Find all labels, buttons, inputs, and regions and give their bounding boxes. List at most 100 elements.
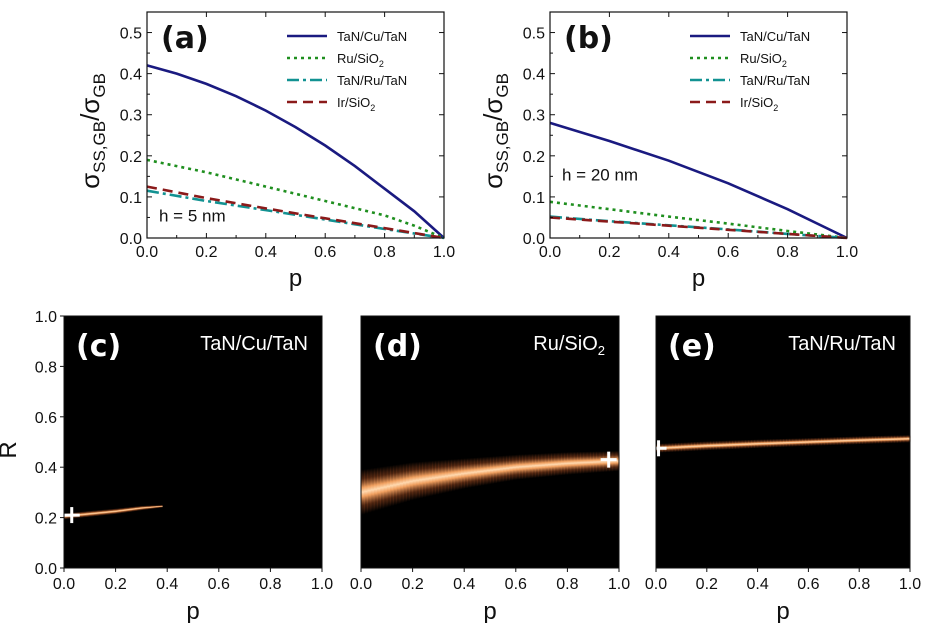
heatmap-cell [792, 438, 797, 447]
x-axis-label: p [776, 598, 789, 623]
heatmap-cell [852, 436, 857, 445]
heatmap-cell [783, 438, 787, 447]
heatmap-cell [560, 452, 565, 476]
heatmap-cell [776, 438, 781, 448]
y-axis-label-part: σ [478, 98, 508, 114]
heatmap-cell [88, 510, 91, 517]
heatmap-cell [157, 505, 159, 509]
heatmap-cell [900, 435, 905, 443]
x-tick-label: 0.2 [598, 244, 620, 261]
heatmap-cell [386, 465, 391, 508]
heatmap-cell [412, 462, 417, 500]
y-tick-label: 0.0 [120, 231, 142, 248]
heatmap-cell [570, 451, 575, 475]
y-axis-label-part: / [75, 113, 105, 121]
y-tick-label: 0.2 [120, 149, 142, 166]
heatmap-cell [95, 510, 98, 517]
heatmap-cell [535, 453, 539, 478]
thickness-annotation: h = 20 nm [562, 165, 638, 184]
legend-label-main: Ru/SiO [337, 51, 379, 66]
thickness-annotation: h = 5 nm [159, 207, 226, 226]
heatmap-cell [402, 463, 407, 503]
heatmap-cell [153, 505, 156, 509]
heatmap-cell [856, 436, 860, 445]
y-tick-label: 0.5 [120, 26, 142, 43]
x-tick-label: 0.0 [53, 576, 75, 593]
y-axis-label-part: SS,GB [493, 121, 512, 173]
heatmap-cell [599, 451, 604, 473]
legend-label: Ir/SiO2 [740, 95, 778, 113]
heatmap-cell [522, 454, 527, 480]
heatmap-cell [486, 456, 491, 485]
heatmap-cell [544, 453, 549, 477]
heatmap-cell [454, 458, 459, 491]
heatmap-cell [480, 457, 485, 486]
heatmap-cell [567, 452, 572, 475]
heatmap-cell [117, 508, 120, 514]
y-axis-label: R [0, 441, 22, 458]
plot-frame [360, 315, 620, 569]
heatmap-cell [496, 455, 501, 483]
heatmap-cell [109, 509, 112, 515]
y-tick-label: 0.8 [35, 359, 57, 376]
heatmap-cell [767, 439, 771, 448]
heatmap-cell [100, 509, 103, 516]
panel-label: (b) [564, 21, 613, 56]
heatmap-cell [827, 437, 832, 446]
heatmap-cell [451, 459, 456, 492]
heatmap-cell [700, 441, 705, 451]
heatmap-cell [89, 510, 92, 517]
x-tick-label: 0.6 [314, 244, 336, 261]
heatmap-cell [120, 507, 123, 514]
x-tick-label: 0.0 [350, 576, 372, 593]
heatmap-cell [515, 454, 520, 480]
y-axis-label-part: σ [75, 98, 105, 114]
legend-label-main: TaN/Ru/TaN [740, 73, 810, 88]
y-tick-label: 0.0 [35, 561, 57, 578]
heatmap-cell [678, 442, 682, 452]
heatmap-cell [589, 451, 594, 473]
heatmap-cell [738, 440, 743, 449]
panel-label: (e) [668, 329, 716, 364]
heatmap-cell [147, 505, 150, 510]
heatmap-cell [703, 441, 708, 451]
heatmap-cell [770, 439, 775, 448]
heatmap-cell [470, 457, 475, 488]
heatmap-cell [751, 439, 756, 449]
heatmap-cell [554, 452, 559, 476]
heatmap-cell [884, 435, 889, 444]
heatmap-cell [811, 437, 816, 446]
heatmap-title: TaN/Cu/TaN [200, 333, 308, 355]
legend-label-sub: 2 [379, 59, 384, 69]
heatmap-cell [846, 436, 851, 445]
x-axis-label: p [483, 598, 496, 623]
heatmap-title: Ru/SiO2 [533, 333, 605, 358]
y-tick-label: 0.1 [523, 190, 545, 207]
y-axis-label-part: σ [75, 173, 105, 189]
heatmap-cell [490, 456, 494, 484]
x-tick-label: 0.8 [776, 244, 798, 261]
heatmap-cell [151, 505, 153, 509]
heatmap-cell [887, 435, 892, 444]
legend-label-main: TaN/Cu/TaN [740, 29, 810, 44]
heatmap-cell [821, 437, 825, 446]
plot-frame [63, 315, 323, 569]
heatmap-cell [868, 435, 873, 444]
heatmap-cell [897, 435, 902, 443]
heatmap-cell [116, 508, 119, 514]
heatmap-cell [119, 508, 121, 514]
heatmap-cell [609, 451, 614, 472]
y-tick-label: 0.4 [120, 67, 142, 84]
heatmap-cell [671, 442, 676, 452]
heatmap-cell [128, 507, 131, 513]
heatmap-background [64, 316, 322, 568]
legend-label: TaN/Ru/TaN [337, 73, 407, 88]
x-tick-label: 0.2 [104, 576, 126, 593]
optimum-marker [600, 451, 617, 468]
heatmap-cell [108, 509, 110, 515]
heatmap-cell [141, 505, 144, 511]
x-axis-label: p [692, 265, 705, 292]
heatmap-cell [573, 451, 578, 475]
x-tick-label: 0.0 [645, 576, 667, 593]
